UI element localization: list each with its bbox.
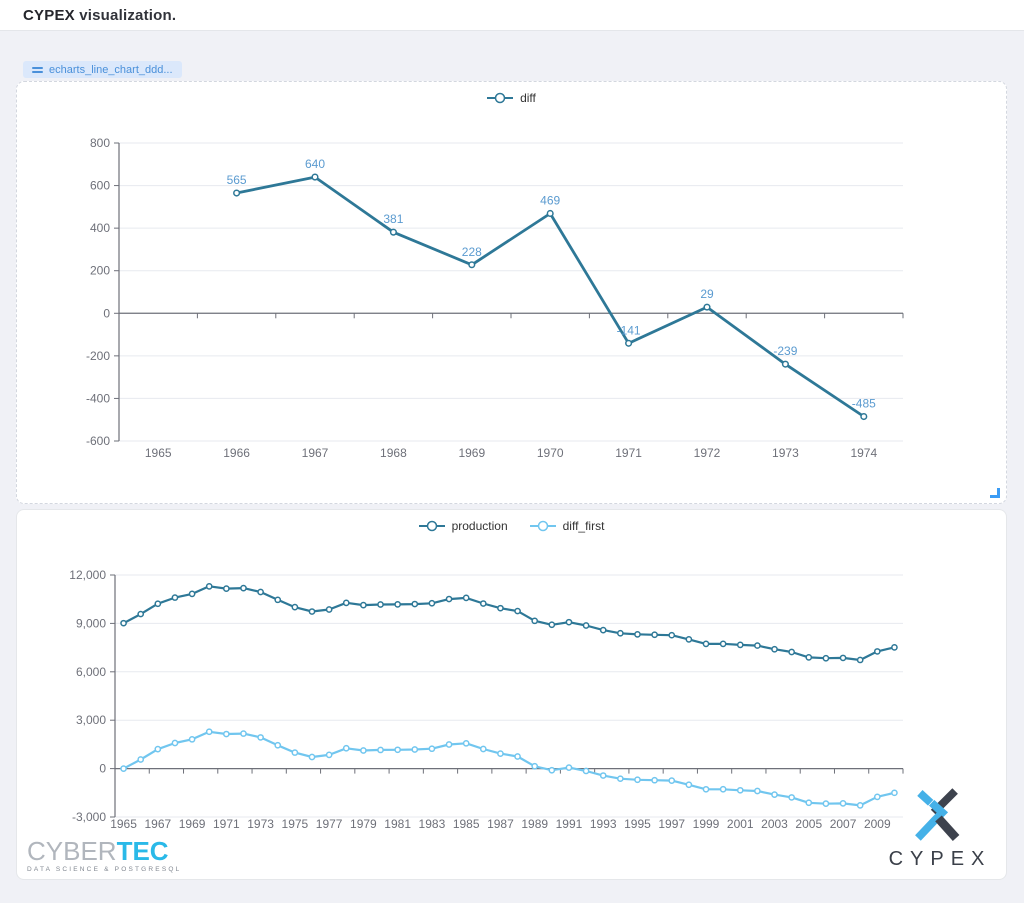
svg-text:1969: 1969 (458, 446, 485, 460)
cybertec-wordmark: CYBERTEC (27, 838, 181, 864)
cypex-logo: CYPEX (878, 787, 996, 871)
svg-text:1968: 1968 (380, 446, 407, 460)
svg-text:1979: 1979 (350, 817, 377, 831)
page-title-brand: CYPEX (23, 7, 75, 24)
svg-text:1973: 1973 (772, 446, 799, 460)
svg-text:1997: 1997 (658, 817, 685, 831)
svg-text:1971: 1971 (213, 817, 240, 831)
svg-text:-141: -141 (617, 323, 641, 337)
svg-text:1993: 1993 (590, 817, 617, 831)
legend-item-diff_first[interactable]: diff_first (529, 519, 605, 533)
svg-text:2001: 2001 (727, 817, 754, 831)
svg-text:2005: 2005 (795, 817, 822, 831)
svg-text:9,000: 9,000 (76, 616, 106, 630)
svg-text:2009: 2009 (864, 817, 891, 831)
svg-text:2007: 2007 (830, 817, 857, 831)
legend-label: production (451, 519, 508, 533)
svg-text:381: 381 (383, 212, 403, 226)
production-line-chart: 12,000 9,000 6,000 3,000 0 -3,000 1965 1967 1969… (69, 568, 904, 831)
svg-text:1972: 1972 (694, 446, 721, 460)
svg-text:0: 0 (99, 762, 106, 776)
svg-text:-400: -400 (86, 391, 110, 405)
svg-text:1967: 1967 (302, 446, 329, 460)
svg-text:1975: 1975 (282, 817, 309, 831)
svg-text:200: 200 (90, 264, 110, 278)
svg-text:-239: -239 (773, 344, 797, 358)
svg-text:565: 565 (227, 173, 247, 187)
cybertec-logo: CYBERTEC DATA SCIENCE & POSTGRESQL (27, 838, 181, 874)
svg-text:0: 0 (103, 306, 110, 320)
cypex-wordmark: CYPEX (888, 848, 992, 870)
svg-text:1966: 1966 (223, 446, 250, 460)
svg-text:1985: 1985 (453, 817, 480, 831)
svg-text:-485: -485 (852, 397, 876, 411)
svg-text:1999: 1999 (693, 817, 720, 831)
svg-text:1973: 1973 (247, 817, 274, 831)
svg-text:228: 228 (462, 245, 482, 259)
svg-text:6,000: 6,000 (76, 665, 106, 679)
svg-text:12,000: 12,000 (69, 568, 106, 582)
legend-label: diff (520, 91, 536, 105)
legend-marker-icon (529, 520, 556, 532)
svg-text:1991: 1991 (556, 817, 583, 831)
svg-text:1974: 1974 (850, 446, 877, 460)
legend-marker-icon (418, 520, 445, 532)
legend-marker-icon (487, 92, 514, 104)
svg-text:29: 29 (700, 287, 714, 301)
legend-item-diff[interactable]: diff (487, 91, 536, 105)
svg-text:469: 469 (540, 193, 560, 207)
svg-text:600: 600 (90, 179, 110, 193)
page-title-text: visualization. (79, 7, 177, 24)
cybertec-wordmark-part2: TEC (116, 835, 169, 866)
svg-text:1969: 1969 (179, 817, 206, 831)
svg-text:1981: 1981 (384, 817, 411, 831)
svg-text:-200: -200 (86, 349, 110, 363)
chart-widget-chip[interactable]: echarts_line_chart_ddd... (23, 61, 182, 78)
svg-text:1970: 1970 (537, 446, 564, 460)
svg-text:1983: 1983 (419, 817, 446, 831)
page-title: CYPEX visualization. (23, 7, 176, 24)
drag-handle-icon (32, 66, 43, 73)
cybertec-wordmark-part1: CYBER (27, 835, 117, 866)
svg-text:-600: -600 (86, 434, 110, 448)
svg-text:1971: 1971 (615, 446, 642, 460)
svg-text:1987: 1987 (487, 817, 514, 831)
cypex-x-icon (914, 788, 959, 841)
resize-handle-icon[interactable] (990, 488, 1000, 498)
svg-text:400: 400 (90, 221, 110, 235)
diff-chart-legend: diff (17, 91, 1006, 105)
svg-text:-3,000: -3,000 (72, 810, 106, 824)
production-chart-panel[interactable]: production diff_first 12,000 9,000 6,000 3,0… (16, 509, 1007, 880)
cybertec-tagline: DATA SCIENCE & POSTGRESQL (27, 865, 182, 873)
svg-text:1977: 1977 (316, 817, 343, 831)
svg-text:1989: 1989 (521, 817, 548, 831)
svg-text:1965: 1965 (145, 446, 172, 460)
svg-text:2003: 2003 (761, 817, 788, 831)
svg-text:1995: 1995 (624, 817, 651, 831)
svg-text:3,000: 3,000 (76, 713, 106, 727)
production-chart-legend: production diff_first (17, 519, 1006, 533)
diff-chart-panel[interactable]: diff 800 600 400 200 0 -200 -400 -600 1965 1966 19… (16, 81, 1007, 504)
legend-label: diff_first (562, 519, 605, 533)
svg-text:1965: 1965 (110, 817, 137, 831)
chart-widget-chip-label: echarts_line_chart_ddd... (49, 63, 173, 76)
svg-text:640: 640 (305, 157, 325, 171)
app-header: CYPEX visualization. (0, 0, 1024, 31)
diff-line-chart: 800 600 400 200 0 -200 -400 -600 1965 1966 1967 196… (86, 136, 904, 460)
legend-item-production[interactable]: production (418, 519, 508, 533)
svg-text:1967: 1967 (144, 817, 171, 831)
svg-text:800: 800 (90, 136, 110, 150)
